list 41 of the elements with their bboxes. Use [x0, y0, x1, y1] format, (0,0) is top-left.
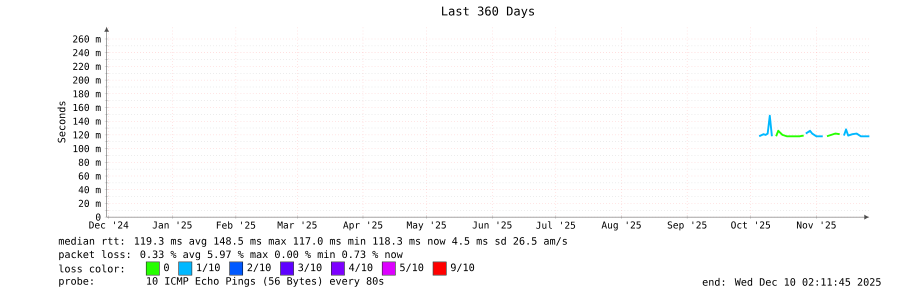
y-tick-label: 200 m: [73, 76, 101, 84]
x-tick-label: Dec '24: [89, 221, 128, 228]
y-tick-label: 60 m: [78, 172, 101, 180]
x-tick-label: Sep '25: [668, 221, 706, 230]
y-tick-label: 220 m: [73, 62, 101, 70]
x-tick-label: Jul '25: [536, 221, 576, 229]
legend-label: 3/10: [298, 263, 322, 272]
x-tick-label: Feb '25: [216, 221, 256, 229]
y-tick-label: 80 m: [78, 158, 101, 166]
x-tick-label: May '25: [406, 221, 446, 230]
y-axis-title: Seconds: [58, 101, 66, 142]
legend-label: 4/10: [349, 263, 372, 272]
y-tick-label: 40 m: [78, 186, 101, 194]
x-tick-label: Mar '25: [278, 221, 317, 228]
chart-title: Last 360 Days: [442, 6, 534, 18]
y-tick-label: 100 m: [74, 144, 101, 152]
y-tick-label: 260 m: [73, 35, 101, 42]
text: packet loss: 0.33 % avg 5.97 % max 0.00 % min 0.73 % now: [59, 250, 403, 260]
y-tick-label: 120 m: [74, 131, 101, 138]
legend-title: loss color:: [59, 264, 124, 272]
legend-label: 1/10: [197, 263, 220, 272]
x-tick-label: Jan '25: [152, 221, 192, 228]
x-tick-label: Oct '25: [731, 221, 770, 228]
text: end: Wed Dec 10 02:11:45 2025: [702, 278, 881, 286]
legend-label: 5/10: [400, 263, 424, 272]
text: 10 ICMP Echo Pings (56 Bytes) every 80s: [147, 276, 384, 287]
y-tick-label: 20 m: [78, 200, 101, 207]
x-tick-label: Nov '25: [796, 221, 836, 228]
x-tick-label: Aug '25: [602, 221, 641, 230]
y-tick-label: 140 m: [74, 118, 101, 125]
x-tick-label: Jun '25: [472, 221, 512, 228]
y-tick-label: 160 m: [74, 104, 101, 112]
legend-label: 9/10: [450, 263, 474, 272]
legend-label: 2/10: [248, 263, 271, 272]
y-tick-label: 180 m: [74, 90, 101, 98]
legend-label: 0: [164, 263, 169, 272]
x-tick-label: Apr '25: [343, 221, 382, 230]
y-tick-label: 240 m: [73, 48, 101, 56]
text: median rtt: 119.3 ms avg 148.5 ms max 117.0 ms min 118.3 ms now 4.5 ms sd 26.5 am/s: [58, 236, 567, 247]
y-tick-label: 0: [96, 213, 100, 221]
text: probe:: [59, 276, 93, 287]
